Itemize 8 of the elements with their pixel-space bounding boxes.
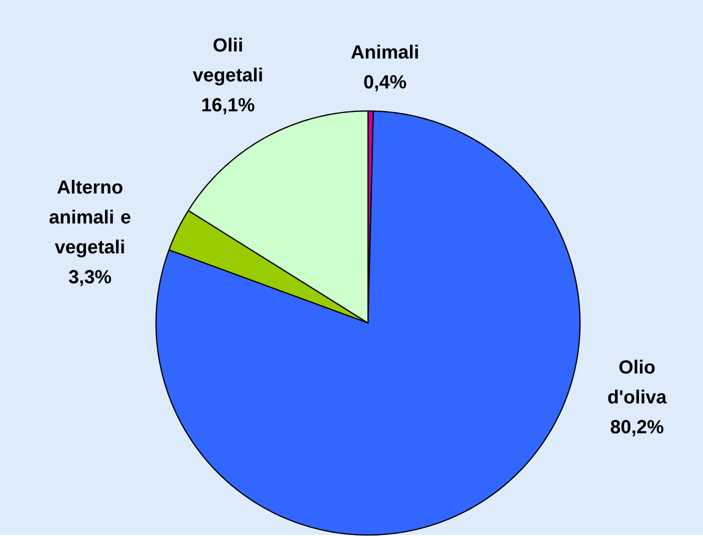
data-label: 16,1% [202,98,254,114]
slice-label: Alterno animali e vegetali [50,180,130,258]
data-label: 0,4% [364,75,406,92]
slice-label: Olio d'oliva [608,360,667,404]
slice-label: Olii vegetali [192,38,262,86]
slice-label: Animali [351,44,418,59]
data-label: 3,3% [68,270,112,286]
data-label: 80,2% [610,420,664,436]
